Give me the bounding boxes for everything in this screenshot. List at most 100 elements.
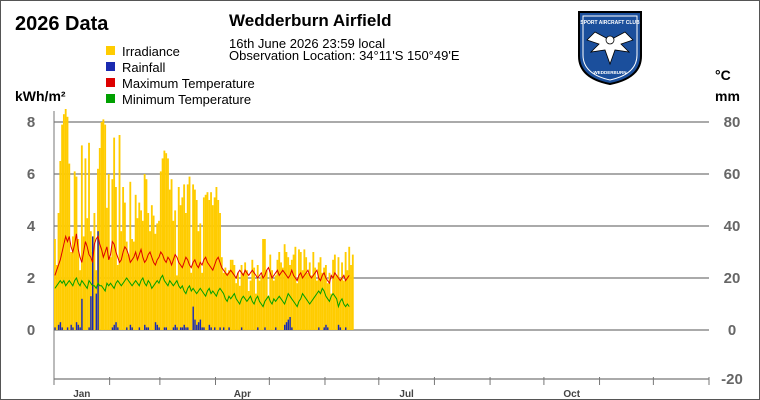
rainfall-bar (289, 317, 291, 330)
rainfall-bar (199, 319, 202, 330)
rainfall-bar (79, 327, 81, 330)
irradiance-bar (190, 272, 193, 330)
irradiance-bar (156, 223, 159, 330)
irradiance-bar (222, 272, 225, 330)
rainfall-bar (176, 327, 178, 330)
rainfall-bar (72, 327, 74, 330)
irradiance-bar (344, 252, 347, 330)
y-left-tick-label: 6 (27, 166, 35, 183)
rainfall-bar (77, 324, 80, 330)
legend-swatch-max-temp (106, 78, 115, 87)
irradiance-bar (98, 148, 101, 330)
y-right-tick-label: 80 (724, 114, 741, 131)
irradiance-bar (143, 174, 146, 330)
rainfall-bar (117, 327, 119, 330)
irradiance-bar (305, 257, 308, 330)
legend-swatch-rainfall (106, 62, 115, 71)
irradiance-bar (57, 213, 60, 330)
rainfall-bar (54, 327, 56, 330)
irradiance-bar (335, 275, 338, 330)
irradiance-bar (247, 291, 250, 330)
irradiance-bar (258, 280, 261, 330)
rainfall-bar (165, 327, 167, 330)
irradiance-bar (314, 267, 317, 330)
legend-swatch-irradiance (106, 46, 115, 55)
irradiance-bar (71, 236, 74, 330)
rainfall-bar (240, 327, 243, 330)
irradiance-bar (185, 213, 187, 330)
irradiance-bar (332, 259, 334, 330)
irradiance-bar (154, 233, 157, 330)
rainfall-bar (57, 324, 60, 330)
legend-label-rainfall: Rainfall (122, 60, 166, 75)
irradiance-bar (86, 218, 89, 330)
rainfall-bar (219, 327, 221, 330)
rainfall-bar (339, 327, 342, 330)
irradiance-bar (152, 215, 155, 330)
irradiance-bar (342, 280, 345, 330)
irradiance-bar (106, 207, 108, 330)
rainfall-bar (264, 327, 266, 330)
irradiance-bar (267, 296, 270, 330)
irradiance-bar (131, 239, 134, 330)
irradiance-bar (115, 187, 117, 330)
irradiance-bar (231, 259, 234, 330)
x-tick-label: Apr (234, 389, 251, 399)
irradiance-bar (174, 210, 177, 330)
irradiance-bar (233, 265, 236, 330)
irradiance-bar (109, 257, 112, 330)
irradiance-bar (254, 293, 257, 330)
rainfall-bar (129, 324, 132, 330)
irradiance-bar (299, 252, 302, 330)
logo-text-bottom: WEDDERBURN (594, 70, 627, 75)
irradiance-bar (285, 252, 288, 330)
rainfall-bar (70, 324, 72, 330)
irradiance-bar (161, 158, 164, 330)
rainfall-bar (222, 327, 225, 330)
rainfall-bar (194, 319, 196, 330)
rainfall-bar (183, 324, 185, 330)
irradiance-bar (294, 246, 297, 330)
y-right-tick-label: 20 (724, 270, 741, 287)
irradiance-bar (280, 262, 282, 330)
left-axis-unit: kWh/m² (15, 88, 66, 104)
rainfall-bar (179, 327, 182, 330)
rainfall-bar (208, 324, 211, 330)
rainfall-bar (59, 322, 62, 330)
irradiance-bar (339, 278, 342, 330)
rainfall-bar (323, 327, 325, 330)
club-logo-icon: SPORT AIRCRAFT CLUB WEDDERBURN (578, 11, 642, 86)
rainfall-bar (275, 327, 277, 330)
irradiance-bar (62, 114, 65, 330)
irradiance-bar (170, 179, 173, 330)
irradiance-bar (271, 270, 273, 330)
x-tick-label: Oct (563, 389, 580, 399)
irradiance-bar (192, 184, 195, 330)
y-right-tick-label: 60 (724, 166, 741, 183)
irradiance-bar (350, 265, 352, 330)
irradiance-bar (281, 267, 284, 330)
irradiance-bar (123, 202, 126, 330)
irradiance-bar (93, 213, 96, 330)
irradiance-bar (324, 265, 327, 330)
irradiance-bar (66, 116, 69, 330)
rainfall-bar (185, 327, 187, 330)
irradiance-bar (138, 202, 141, 330)
irradiance-bar (122, 187, 125, 330)
rainfall-bar (131, 327, 133, 330)
irradiance-bar (244, 262, 247, 330)
rainfall-bar (156, 324, 159, 330)
rainfall-bar (291, 327, 293, 330)
irradiance-bar (116, 265, 119, 330)
rainfall-bar (138, 327, 141, 330)
irradiance-bar (120, 231, 123, 330)
right-axis-unit-rain: mm (715, 88, 740, 104)
y-left-tick-label: 2 (27, 270, 35, 287)
irradiance-bar (217, 200, 220, 330)
irradiance-bar (265, 270, 268, 330)
rainfall-bar (61, 327, 63, 330)
max-temp-line (54, 233, 350, 285)
irradiance-bar (140, 210, 142, 330)
irradiance-bar (145, 179, 148, 330)
irradiance-bar (292, 254, 295, 330)
